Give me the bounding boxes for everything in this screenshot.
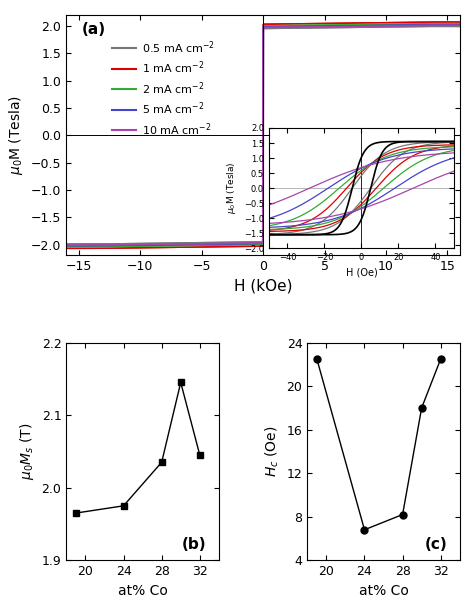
Y-axis label: $H_c$ (Oe): $H_c$ (Oe) (264, 426, 281, 477)
Text: (b): (b) (182, 536, 207, 551)
Y-axis label: $\mu_0$M (Tesla): $\mu_0$M (Tesla) (8, 95, 26, 175)
Text: (a): (a) (82, 22, 106, 37)
X-axis label: at% Co: at% Co (359, 583, 409, 596)
Text: (c): (c) (425, 536, 447, 551)
X-axis label: at% Co: at% Co (118, 583, 167, 596)
Legend: 0.5 mA cm$^{-2}$, 1 mA cm$^{-2}$, 2 mA cm$^{-2}$, 5 mA cm$^{-2}$, 10 mA cm$^{-2}: 0.5 mA cm$^{-2}$, 1 mA cm$^{-2}$, 2 mA c… (107, 35, 219, 142)
Y-axis label: $\mu_0 M_s$ (T): $\mu_0 M_s$ (T) (18, 423, 36, 480)
X-axis label: H (kOe): H (kOe) (234, 279, 292, 294)
